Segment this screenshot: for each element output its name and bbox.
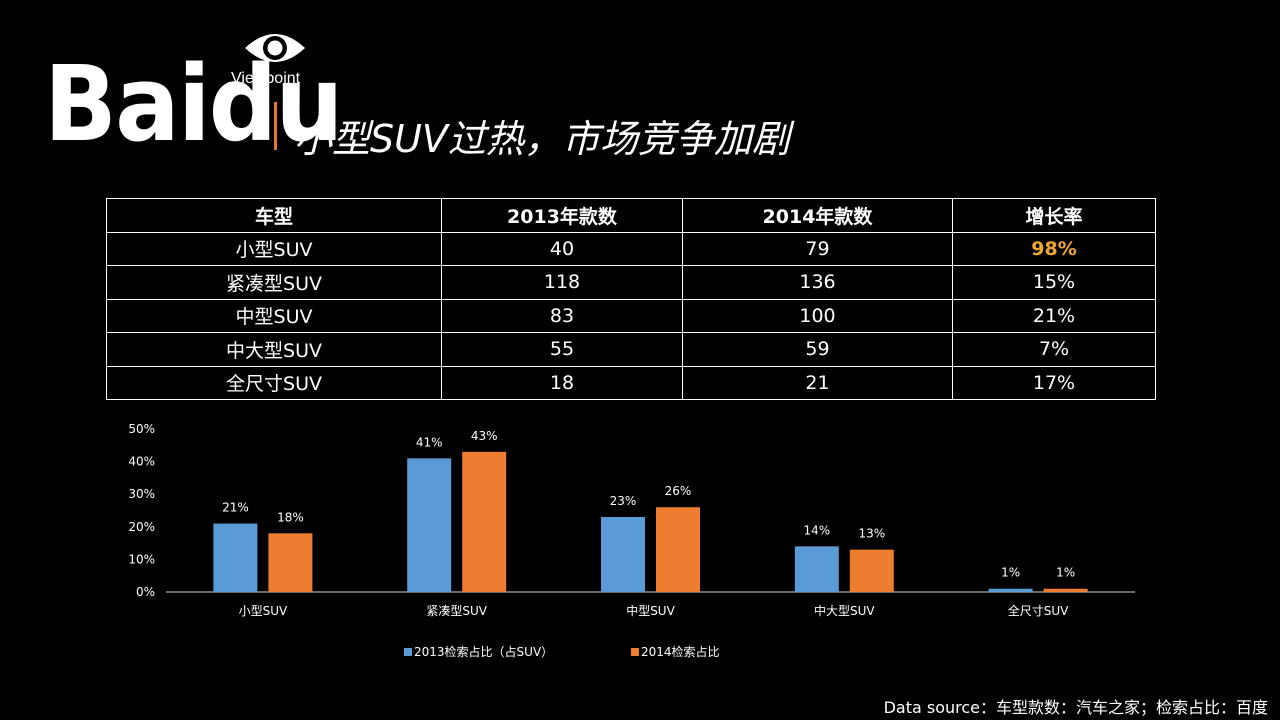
y-tick-label: 40% [128,455,155,469]
bar-value-label: 18% [277,510,304,524]
bar [1043,588,1088,592]
table-cell: 中大型SUV [106,332,442,367]
bar-value-label: 14% [803,523,830,537]
table-cell: 中型SUV [106,298,442,333]
x-category-label: 中型SUV [626,603,675,618]
y-tick-label: 30% [128,487,155,501]
table-cell: 全尺寸SUV [106,365,442,400]
bar-value-label: 1% [1001,566,1020,580]
x-category-label: 全尺寸SUV [1008,603,1069,618]
y-tick-label: 0% [136,585,155,599]
table-cell: 21 [682,365,953,400]
y-tick-label: 10% [128,552,155,566]
bar-value-label: 41% [416,435,443,449]
table-row: 中型SUV 83 100 21% [106,298,1156,333]
header-cell: 2013年款数 [441,198,683,233]
table-cell: 40 [441,231,683,266]
bar [794,546,839,592]
legend-label: 2013检索占比（占SUV） [414,644,553,659]
table-cell: 118 [441,265,683,300]
legend-swatch [631,648,639,656]
table-row: 紧凑型SUV 118 136 15% [106,265,1156,300]
legend-label: 2014检索占比 [641,644,720,659]
table-cell: 17% [952,365,1156,400]
bar-value-label: 26% [665,484,692,498]
table-cell: 136 [682,265,953,300]
table-cell: 紧凑型SUV [106,265,442,300]
slide-title: 小型SUV过热，市场竞争加剧 [294,117,790,161]
header-cell: 增长率 [952,198,1156,233]
bar [462,451,507,592]
x-category-label: 紧凑型SUV [426,604,487,618]
table-cell-highlight: 98% [952,231,1156,266]
x-category-label: 小型SUV [239,604,288,618]
table-cell: 7% [952,332,1156,367]
table-cell: 21% [952,298,1156,333]
legend-swatch [404,648,412,656]
bar [656,507,700,592]
table-cell: 79 [682,231,953,266]
bar-value-label: 23% [610,494,637,508]
bar [988,588,1033,592]
bar [849,549,894,592]
bar-value-label: 1% [1056,566,1075,580]
bar [268,533,313,592]
table-row: 中大型SUV 55 59 7% [106,332,1156,367]
table-cell: 59 [682,332,953,367]
x-category-label: 中大型SUV [814,603,875,618]
bar-value-label: 21% [222,501,249,515]
table-cell: 18 [441,365,683,400]
table-row: 全尺寸SUV 18 21 17% [106,365,1156,400]
logo-subtitle: Viewpoint [231,70,301,87]
header-cell: 2014年款数 [682,198,953,233]
eye-logo-icon [245,34,305,62]
baidu-logo: Baidu [44,43,344,165]
y-tick-label: 50% [128,422,155,436]
data-source-note: Data source：车型款数：汽车之家；检索占比：百度 [883,698,1268,717]
y-tick-label: 20% [128,520,155,534]
bar [601,517,645,592]
title-divider [274,102,277,150]
suv-model-table: 车型 2013年款数 2014年款数 增长率 小型SUV 40 79 98% 紧… [106,198,1156,400]
bar [407,458,452,592]
bar-value-label: 43% [471,429,498,443]
table-cell: 15% [952,265,1156,300]
bar [213,523,258,592]
bar-value-label: 13% [858,527,885,541]
